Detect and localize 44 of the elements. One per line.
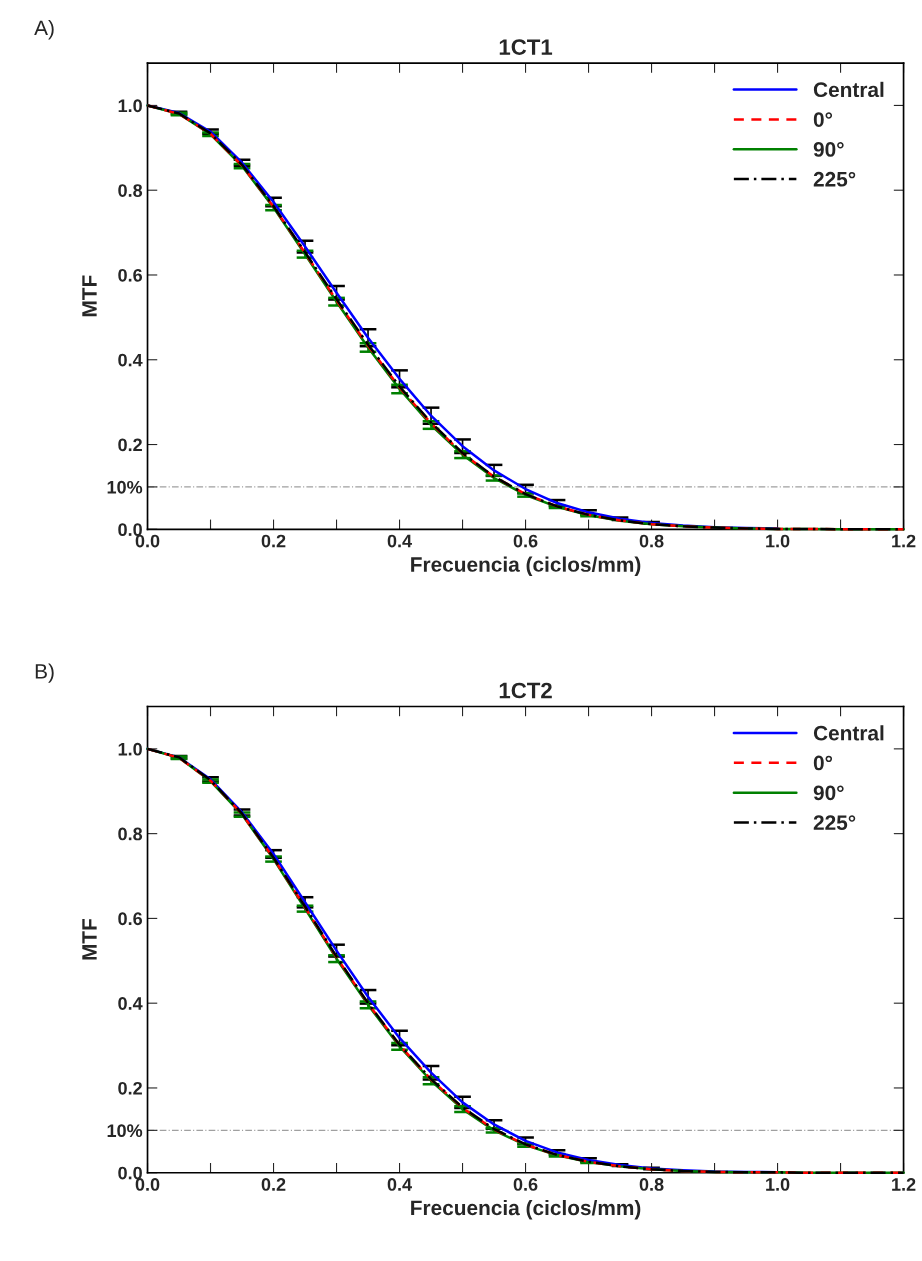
x-tick-label: 0.0 — [135, 534, 160, 548]
legend-label: 0° — [813, 112, 833, 127]
x-tick-label: 1.2 — [892, 534, 916, 548]
chart-title: 1CT1 — [499, 39, 553, 55]
x-tick-label: 1.2 — [892, 1178, 916, 1191]
y-tick-label: 0.8 — [118, 827, 143, 841]
y-tick-label: 10% — [107, 480, 143, 494]
y-tick-label: 10% — [107, 1124, 143, 1138]
x-tick-label: 0.2 — [261, 1178, 286, 1191]
x-tick-label: 0.4 — [387, 1178, 412, 1191]
legend-label: 225° — [813, 815, 856, 831]
x-tick-label: 0.2 — [261, 534, 286, 548]
y-axis-title: MTF — [82, 918, 97, 960]
y-tick-label: 1.0 — [118, 742, 142, 756]
text: A) — [34, 19, 54, 40]
y-tick-label: 0.2 — [118, 438, 142, 452]
x-axis-title: Frecuencia (ciclos/mm) — [411, 556, 641, 576]
legend-label: 0° — [813, 755, 833, 771]
text: B) — [35, 663, 54, 683]
y-tick-label: 0.4 — [118, 353, 143, 367]
x-tick-label: 0.4 — [387, 534, 412, 548]
y-tick-label: 0.0 — [118, 1166, 142, 1180]
y-tick-label: 0.2 — [118, 1081, 142, 1095]
x-tick-label: 0.8 — [639, 1178, 664, 1191]
legend-label: Central — [813, 81, 884, 98]
y-axis-title: MTF — [82, 275, 97, 317]
x-tick-label: 1.0 — [766, 1178, 790, 1191]
legend-label: Central — [813, 725, 884, 741]
x-tick-label: 1.0 — [766, 534, 790, 548]
y-tick-label: 0.6 — [118, 912, 143, 926]
x-axis-title: Frecuencia (ciclos/mm) — [411, 1199, 641, 1220]
y-tick-label: 0.8 — [118, 184, 143, 197]
x-tick-label: 0.6 — [513, 534, 538, 548]
x-tick-label: 0.8 — [639, 534, 664, 548]
legend-label: 90° — [813, 785, 844, 801]
y-tick-label: 0.6 — [118, 268, 143, 282]
y-tick-label: 1.0 — [118, 99, 142, 113]
y-tick-label: 0.0 — [118, 523, 142, 537]
x-tick-label: 0.0 — [135, 1178, 160, 1191]
y-tick-label: 0.4 — [118, 997, 143, 1010]
legend-label: 225° — [813, 171, 856, 187]
legend-label: 90° — [813, 142, 844, 157]
chart-title: 1CT2 — [499, 682, 552, 699]
x-tick-label: 0.6 — [513, 1178, 538, 1191]
